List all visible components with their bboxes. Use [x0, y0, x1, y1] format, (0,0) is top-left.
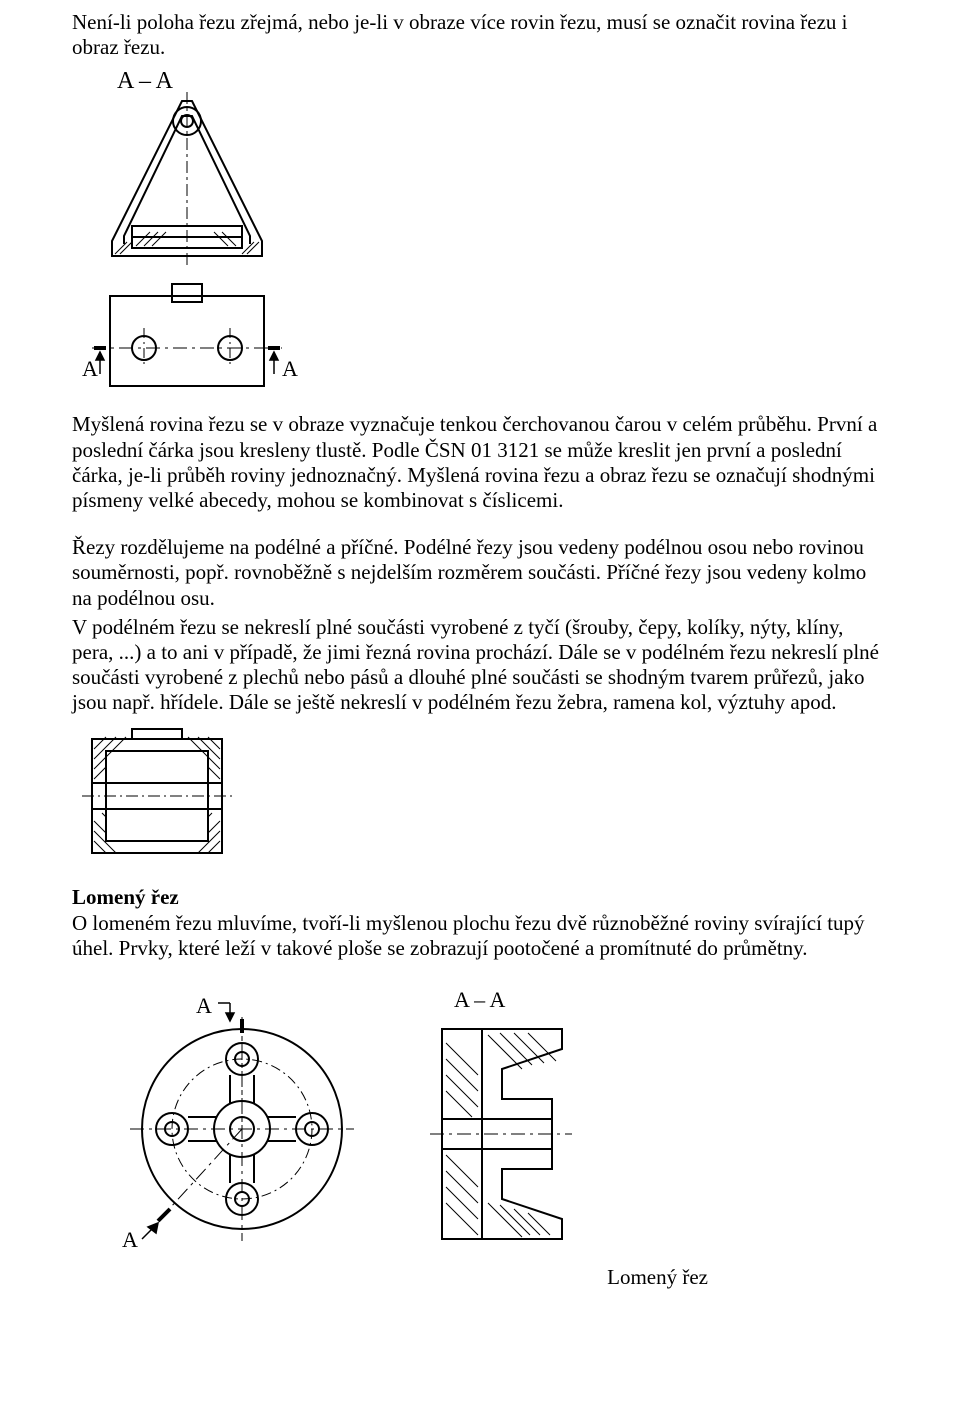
- figure1-label-top: A – A: [117, 68, 174, 94]
- heading-lomeny-rez: Lomený řez: [72, 885, 888, 910]
- paragraph-2: Myšlená rovina řezu se v obraze vyznačuj…: [72, 412, 888, 513]
- paragraph-4: V podélném řezu se nekreslí plné součást…: [72, 615, 888, 716]
- figure-section-aa: A – A: [72, 66, 888, 406]
- figure-lomeny-rez: A: [92, 979, 888, 1259]
- figure1-label-a-right: A: [282, 356, 298, 381]
- paragraph-3: Řezy rozdělujeme na podélné a příčné. Po…: [72, 535, 888, 611]
- figure3-label-aa: A – A: [454, 987, 505, 1012]
- intro-paragraph: Není-li poloha řezu zřejmá, nebo je-li v…: [72, 10, 888, 60]
- figure-bushing-section: [72, 721, 888, 871]
- figure3-label-a-bottom: A: [122, 1227, 138, 1252]
- figure3-label-a-top: A: [196, 993, 212, 1018]
- paragraph-5: O lomeném řezu mluvíme, tvoří-li myšleno…: [72, 911, 888, 961]
- caption-lomeny-rez: Lomený řez: [72, 1265, 888, 1290]
